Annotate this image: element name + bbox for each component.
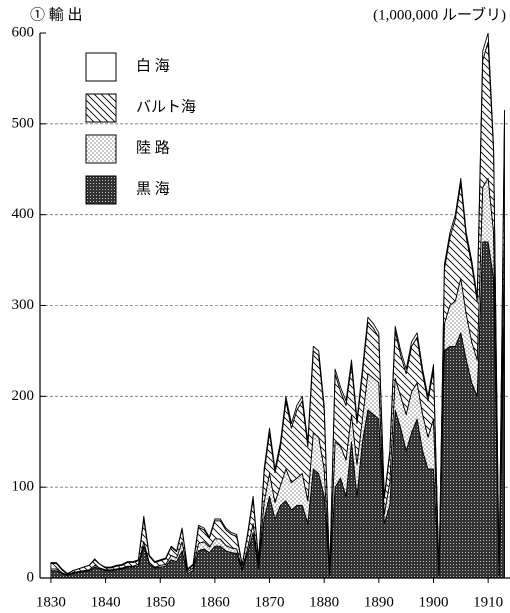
- x-tick-label: 1860: [200, 594, 230, 610]
- x-tick-label: 1890: [364, 594, 394, 610]
- x-tick-label: 1870: [255, 594, 285, 610]
- axes: 0 100 200 300 400 500 600 1830 1840 1850 1860 1870 1…: [12, 24, 510, 610]
- y-tick-label: 300: [12, 297, 35, 313]
- y-tick-label: 600: [12, 24, 35, 40]
- x-tick-label: 1900: [418, 594, 448, 610]
- legend-label: 陸 路: [136, 139, 170, 156]
- legend-swatch: [85, 52, 117, 82]
- legend-label: 白 海: [136, 57, 170, 74]
- legend-swatch: [85, 175, 117, 205]
- y-tick-label: 500: [12, 115, 35, 131]
- y-tick-label: 200: [12, 388, 35, 404]
- legend-swatch: [85, 93, 117, 123]
- chart-title: ① 輸 出: [30, 6, 83, 23]
- y-tick-label: 400: [12, 206, 35, 222]
- x-tick-label: 1910: [473, 594, 503, 610]
- x-tick-label: 1880: [309, 594, 339, 610]
- legend-swatch: [85, 134, 117, 164]
- x-tick-label: 1830: [36, 594, 66, 610]
- y-tick-label: 0: [27, 569, 35, 585]
- chart-subtitle: (1,000,000 ルーブリ): [373, 5, 506, 23]
- y-tick-label: 100: [12, 479, 35, 495]
- legend-label: 黒 海: [136, 180, 170, 197]
- area: [50, 33, 505, 575]
- x-tick-label: 1850: [145, 594, 175, 610]
- x-tick-label: 1840: [91, 594, 121, 610]
- legend-label: バルト海: [136, 98, 196, 115]
